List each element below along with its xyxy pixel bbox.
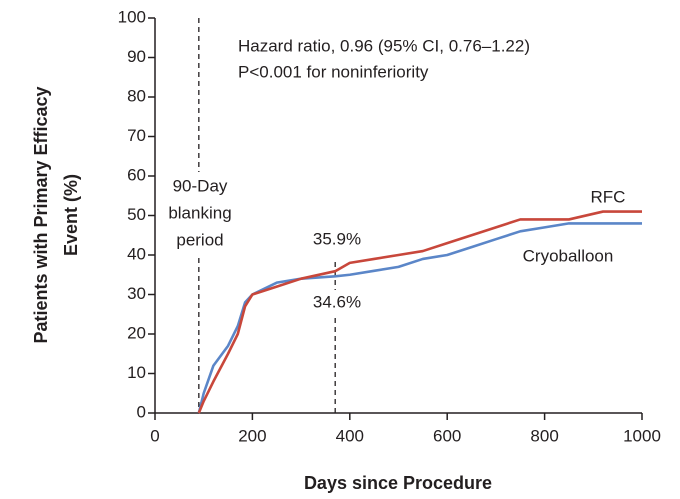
x-axis-label: Days since Procedure	[304, 473, 492, 493]
blanking-label: blanking	[168, 203, 231, 222]
series-label: RFC	[591, 187, 626, 206]
point-label: 35.9%	[313, 229, 361, 248]
y-axis-label: Event (%)	[61, 174, 81, 256]
x-tick-label: 600	[433, 426, 461, 445]
series-line	[197, 210, 642, 414]
y-tick-label: 30	[127, 284, 146, 303]
y-tick-label: 100	[118, 7, 146, 26]
y-tick-label: 20	[127, 323, 146, 342]
point-label: 34.6%	[313, 292, 361, 311]
y-tick-label: 40	[127, 244, 146, 263]
series-line	[197, 222, 642, 414]
blanking-label: 90-Day	[173, 176, 228, 195]
y-tick-label: 70	[127, 126, 146, 145]
y-tick-label: 10	[127, 363, 146, 382]
x-tick-label: 1000	[623, 426, 661, 445]
x-tick-label: 400	[336, 426, 364, 445]
annotation: P<0.001 for noninferiority	[238, 62, 429, 81]
y-tick-label: 60	[127, 165, 146, 184]
blanking-label: period	[176, 230, 223, 249]
x-tick-label: 200	[238, 426, 266, 445]
y-tick-label: 50	[127, 205, 146, 224]
y-axis-label: Patients with Primary Efficacy	[31, 86, 51, 343]
y-tick-label: 90	[127, 47, 146, 66]
x-tick-label: 800	[530, 426, 558, 445]
x-tick-label: 0	[150, 426, 159, 445]
y-tick-label: 0	[137, 402, 146, 421]
series-label: Cryoballoon	[523, 246, 614, 265]
y-tick-label: 80	[127, 86, 146, 105]
annotation: Hazard ratio, 0.96 (95% CI, 0.76–1.22)	[238, 36, 530, 55]
